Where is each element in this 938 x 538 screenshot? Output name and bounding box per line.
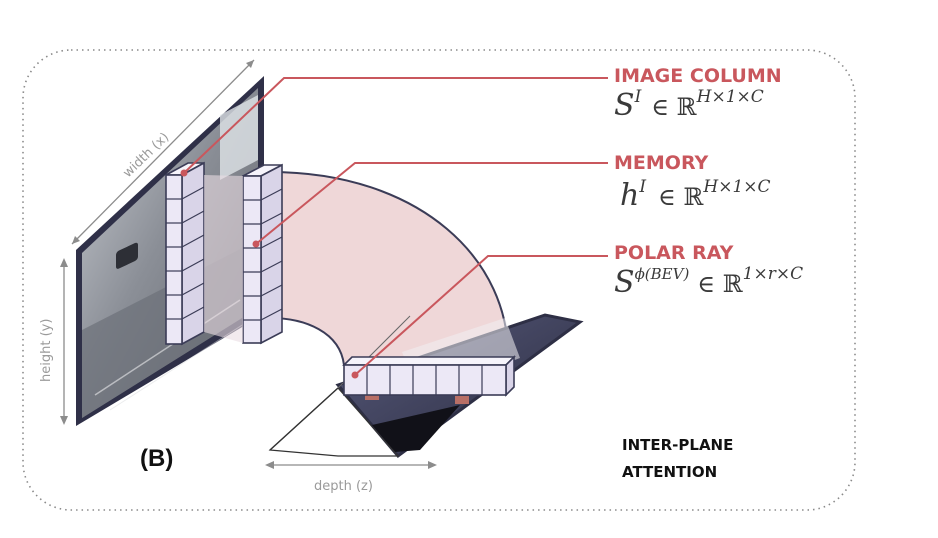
memory-column	[242, 163, 283, 345]
polar-ray-anchor	[351, 371, 359, 379]
polar-ray-heading: POLAR RAY	[614, 242, 734, 264]
height-dimension: height (y)	[39, 258, 68, 425]
memory-leader	[255, 162, 608, 245]
attention-caption-line1: INTER-PLANE	[622, 436, 733, 454]
image-column-anchor	[180, 169, 188, 177]
panel-label: (B)	[140, 445, 173, 472]
polar-ray	[342, 355, 516, 397]
image-column-formula: SI ∈ ℝH×1×C	[614, 87, 764, 123]
image-column-leader	[183, 77, 608, 174]
attention-caption-line2: ATTENTION	[622, 463, 717, 481]
memory-anchor	[252, 240, 260, 248]
depth-dimension: depth (z)	[265, 461, 437, 494]
memory-heading: MEMORY	[614, 152, 709, 174]
image-column	[165, 161, 205, 346]
polar-ray-formula: Sϕ(BEV) ∈ ℝ1×r×C	[614, 264, 803, 300]
height-label: height (y)	[39, 319, 54, 382]
depth-label: depth (z)	[314, 479, 373, 494]
polar-ray-leader	[354, 255, 608, 376]
memory-formula: hI ∈ ℝH×1×C	[620, 177, 771, 213]
image-column-heading: IMAGE COLUMN	[614, 65, 782, 87]
